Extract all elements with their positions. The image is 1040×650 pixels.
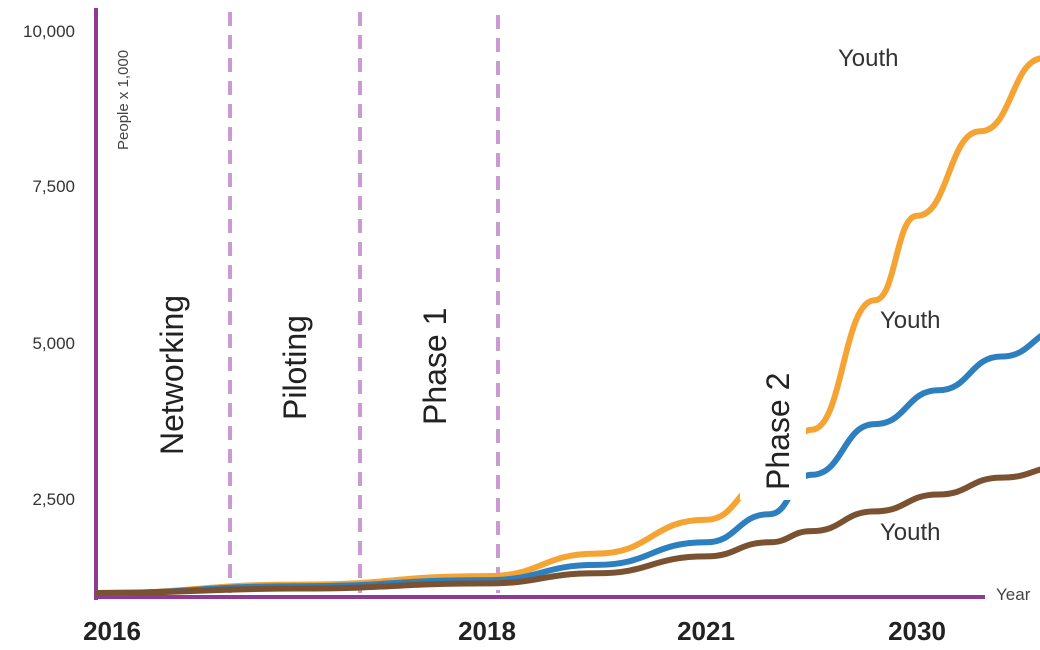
series-label-youth-blue: Youth [880, 307, 941, 334]
series-label-youth-orange: Youth [838, 45, 899, 72]
y-tick-label: 2,500 [32, 490, 75, 509]
y-tick-label: 10,000 [23, 22, 75, 41]
series-label-youth-brown: Youth [880, 519, 941, 546]
phase-2-label-background [740, 350, 806, 500]
phase-label-phase-1: Phase 1 [417, 308, 453, 425]
phase-label-phase-2: Phase 2 [760, 373, 796, 490]
x-tick-label: 2030 [888, 616, 946, 646]
phase-label-piloting: Piloting [277, 315, 313, 420]
x-axis-title: Year [996, 585, 1031, 604]
x-tick-label: 2021 [677, 616, 735, 646]
series-line-youth-blue [95, 332, 1040, 596]
y-tick-label: 7,500 [32, 177, 75, 196]
x-tick-label: 2018 [458, 616, 516, 646]
y-axis-title: People x 1,000 [115, 50, 132, 150]
series-line-youth-brown [95, 466, 1040, 596]
phase-label-networking: Networking [154, 295, 190, 455]
x-tick-label: 2016 [83, 616, 141, 646]
y-tick-label: 5,000 [32, 334, 75, 353]
